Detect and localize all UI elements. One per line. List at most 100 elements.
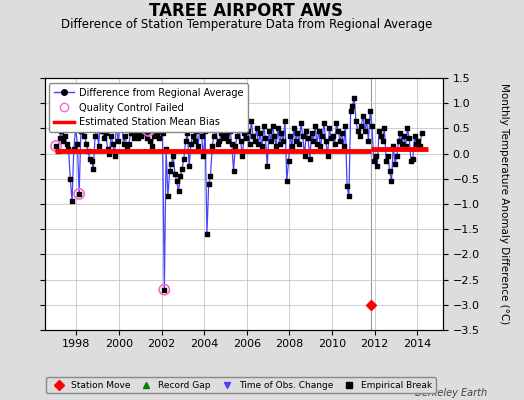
Point bbox=[178, 166, 186, 172]
Point bbox=[155, 135, 163, 142]
Point bbox=[180, 156, 188, 162]
Point bbox=[403, 125, 412, 132]
Point bbox=[89, 166, 97, 172]
Point bbox=[316, 143, 325, 149]
Point bbox=[212, 125, 220, 132]
Point bbox=[52, 143, 60, 149]
Point bbox=[309, 138, 318, 144]
Point bbox=[123, 145, 131, 152]
Point bbox=[187, 140, 195, 147]
Point bbox=[163, 193, 172, 200]
Point bbox=[343, 183, 351, 190]
Point bbox=[285, 158, 293, 164]
Legend: Station Move, Record Gap, Time of Obs. Change, Empirical Break: Station Move, Record Gap, Time of Obs. C… bbox=[46, 377, 436, 394]
Point bbox=[151, 123, 160, 129]
Point bbox=[57, 128, 66, 134]
Point bbox=[181, 138, 190, 144]
Point bbox=[119, 140, 128, 147]
Point bbox=[226, 128, 234, 134]
Point bbox=[114, 138, 123, 144]
Point bbox=[348, 102, 357, 109]
Point bbox=[268, 123, 277, 129]
Point bbox=[405, 135, 413, 142]
Point bbox=[172, 178, 181, 184]
Point bbox=[157, 128, 165, 134]
Point bbox=[215, 138, 224, 144]
Point bbox=[79, 123, 87, 129]
Point bbox=[350, 95, 358, 101]
Point bbox=[261, 135, 270, 142]
Point bbox=[282, 178, 291, 184]
Point bbox=[331, 140, 339, 147]
Point bbox=[247, 118, 256, 124]
Point bbox=[235, 123, 243, 129]
Point bbox=[93, 123, 101, 129]
Point bbox=[318, 133, 326, 139]
Point bbox=[274, 125, 282, 132]
Point bbox=[410, 133, 419, 139]
Point bbox=[91, 133, 100, 139]
Point bbox=[254, 140, 263, 147]
Point bbox=[148, 143, 156, 149]
Point bbox=[107, 133, 115, 139]
Point bbox=[341, 123, 350, 129]
Point bbox=[336, 138, 344, 144]
Point bbox=[355, 133, 364, 139]
Point bbox=[386, 168, 394, 174]
Point bbox=[340, 143, 348, 149]
Point bbox=[73, 140, 82, 147]
Point bbox=[213, 140, 222, 147]
Point bbox=[391, 160, 399, 167]
Point bbox=[281, 118, 289, 124]
Point bbox=[210, 133, 218, 139]
Point bbox=[201, 128, 210, 134]
Point bbox=[346, 108, 355, 114]
Point bbox=[357, 123, 366, 129]
Point bbox=[412, 140, 421, 147]
Point bbox=[153, 130, 161, 137]
Y-axis label: Monthly Temperature Anomaly Difference (°C): Monthly Temperature Anomaly Difference (… bbox=[499, 83, 509, 325]
Point bbox=[345, 193, 353, 200]
Point bbox=[174, 188, 183, 195]
Point bbox=[305, 156, 314, 162]
Point bbox=[314, 128, 323, 134]
Point bbox=[137, 133, 146, 139]
Point bbox=[96, 115, 105, 122]
Point bbox=[302, 128, 311, 134]
Point bbox=[100, 135, 108, 142]
Point bbox=[395, 138, 403, 144]
Point bbox=[167, 160, 176, 167]
Point bbox=[203, 231, 211, 238]
Point bbox=[56, 135, 64, 142]
Point bbox=[121, 133, 129, 139]
Point bbox=[236, 138, 245, 144]
Point bbox=[231, 143, 239, 149]
Point bbox=[279, 138, 288, 144]
Point bbox=[375, 128, 383, 134]
Point bbox=[144, 128, 152, 134]
Point bbox=[128, 123, 137, 129]
Point bbox=[61, 133, 69, 139]
Point bbox=[265, 128, 273, 134]
Point bbox=[134, 135, 142, 142]
Point bbox=[160, 286, 169, 293]
Point bbox=[144, 128, 152, 134]
Point bbox=[277, 130, 286, 137]
Point bbox=[327, 135, 335, 142]
Point bbox=[194, 143, 202, 149]
Point bbox=[256, 130, 264, 137]
Point bbox=[291, 138, 300, 144]
Point bbox=[206, 173, 215, 180]
Point bbox=[105, 150, 114, 157]
Point bbox=[111, 153, 119, 159]
Point bbox=[135, 128, 144, 134]
Point bbox=[418, 130, 426, 137]
Point bbox=[363, 118, 371, 124]
Point bbox=[322, 138, 330, 144]
Point bbox=[396, 130, 405, 137]
Point bbox=[332, 120, 341, 126]
Point bbox=[160, 286, 169, 293]
Point bbox=[125, 140, 133, 147]
Point bbox=[98, 128, 106, 134]
Point bbox=[259, 123, 268, 129]
